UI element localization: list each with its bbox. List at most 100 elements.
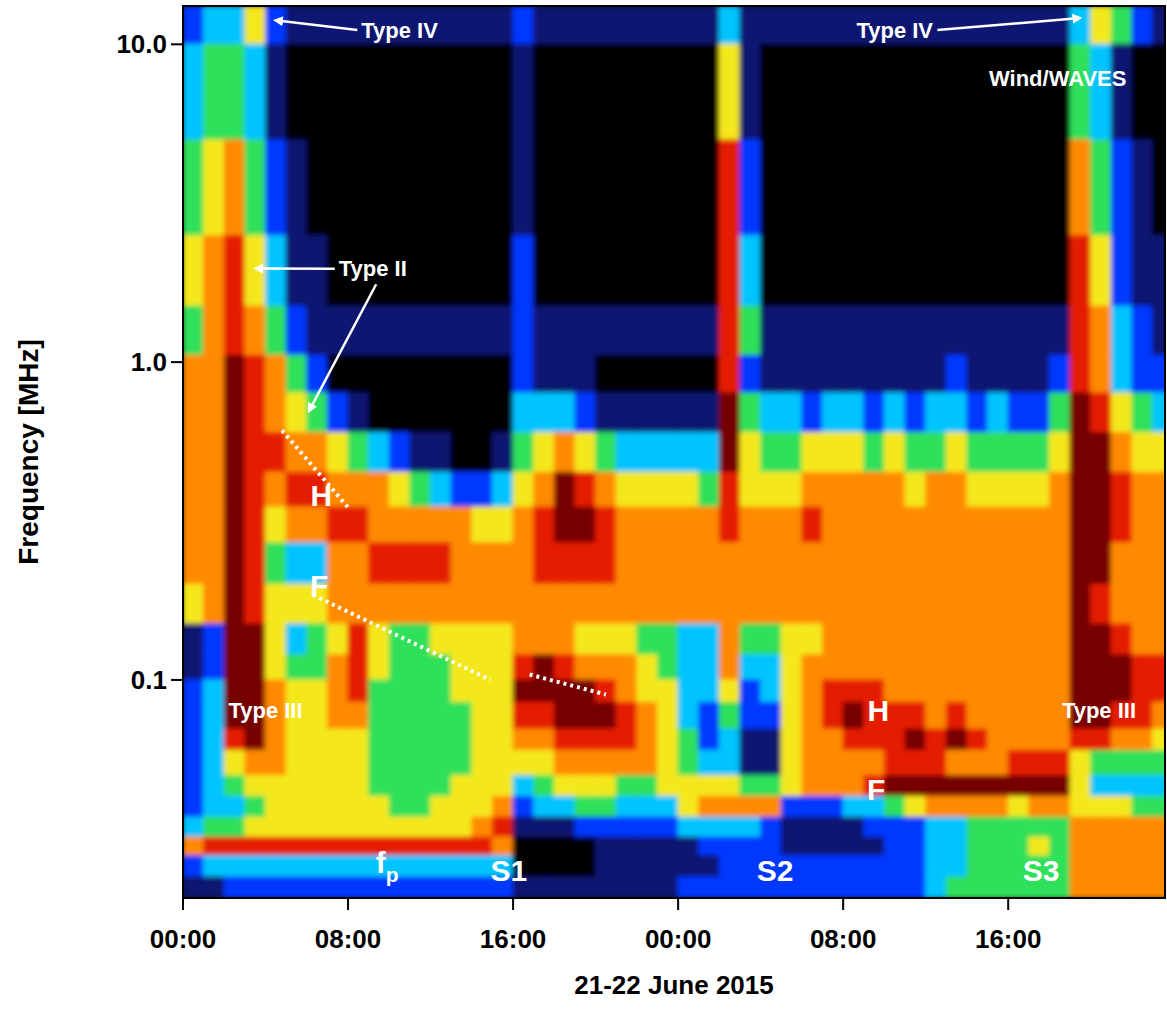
cell xyxy=(636,654,658,680)
cell xyxy=(430,729,452,751)
cell xyxy=(1028,775,1050,797)
cell xyxy=(306,876,328,898)
cell xyxy=(987,729,1009,751)
cell xyxy=(244,750,266,776)
cell xyxy=(513,542,535,584)
cell xyxy=(1070,392,1092,433)
cell xyxy=(1111,817,1133,838)
cell xyxy=(1152,355,1165,394)
cell xyxy=(492,702,514,730)
cell xyxy=(1028,817,1050,838)
cell xyxy=(389,729,411,751)
cell xyxy=(513,775,535,797)
cell xyxy=(1049,817,1071,838)
cell xyxy=(966,817,988,838)
cell xyxy=(925,876,947,898)
cell xyxy=(492,623,514,655)
cell xyxy=(678,837,700,856)
cell xyxy=(966,654,988,680)
cell xyxy=(863,44,885,141)
cell xyxy=(822,654,844,680)
cell xyxy=(265,507,287,544)
cell xyxy=(801,6,823,45)
cell xyxy=(946,702,968,730)
cell xyxy=(265,817,287,838)
cell xyxy=(678,44,700,141)
cell xyxy=(430,235,452,307)
annotation: Wind/WAVES xyxy=(989,66,1127,91)
cell xyxy=(719,876,741,898)
cell xyxy=(451,775,473,797)
cell xyxy=(471,542,493,584)
cell xyxy=(265,584,287,625)
cell xyxy=(863,507,885,544)
cell xyxy=(1070,584,1092,625)
cell xyxy=(966,796,988,818)
cell xyxy=(884,235,906,307)
cell xyxy=(244,6,266,45)
cell xyxy=(327,542,349,584)
cell xyxy=(1090,507,1112,544)
annotation-main: Type IV xyxy=(856,18,933,43)
cell xyxy=(286,654,308,680)
cell xyxy=(513,702,535,730)
cell xyxy=(471,44,493,141)
cell xyxy=(1008,584,1030,625)
cell xyxy=(574,432,596,473)
cell xyxy=(327,679,349,702)
cell xyxy=(389,139,411,236)
cell xyxy=(574,729,596,751)
cell xyxy=(884,876,906,898)
cell xyxy=(451,355,473,394)
cell xyxy=(966,775,988,797)
cell xyxy=(574,876,596,898)
cell xyxy=(698,837,720,856)
cell xyxy=(946,507,968,544)
cell xyxy=(203,432,225,473)
cell xyxy=(183,837,204,856)
cell xyxy=(616,876,638,898)
cell xyxy=(740,507,762,544)
cell xyxy=(430,702,452,730)
cell xyxy=(224,472,246,508)
cell xyxy=(925,44,947,141)
cell xyxy=(1152,44,1165,141)
cell xyxy=(265,855,287,877)
cell xyxy=(1131,542,1153,584)
x-tick-label: 08:00 xyxy=(810,924,877,954)
cell xyxy=(554,584,576,625)
cell xyxy=(1131,355,1153,394)
cell xyxy=(1070,876,1092,898)
cell xyxy=(306,432,328,473)
cell xyxy=(740,392,762,433)
cell xyxy=(1090,855,1112,877)
cell xyxy=(946,306,968,356)
cell xyxy=(389,817,411,838)
cell xyxy=(966,355,988,394)
cell xyxy=(946,796,968,818)
cell xyxy=(843,775,865,797)
cell xyxy=(843,855,865,877)
annotation-main: F xyxy=(867,773,885,806)
cell xyxy=(1111,44,1133,141)
cell xyxy=(203,702,225,730)
cell xyxy=(781,584,803,625)
frame xyxy=(183,6,1165,898)
cell xyxy=(595,837,617,856)
cell xyxy=(760,702,782,730)
cell xyxy=(203,729,225,751)
cell xyxy=(925,817,947,838)
cell xyxy=(616,6,638,45)
plot-area xyxy=(183,6,1165,898)
cell xyxy=(183,584,204,625)
x-tick xyxy=(842,898,844,910)
cell xyxy=(595,507,617,544)
cell xyxy=(657,750,679,776)
cell xyxy=(1111,355,1133,394)
cell xyxy=(678,796,700,818)
cell xyxy=(657,729,679,751)
cell xyxy=(1008,139,1030,236)
cell xyxy=(616,623,638,655)
cell xyxy=(409,507,431,544)
cell xyxy=(616,432,638,473)
